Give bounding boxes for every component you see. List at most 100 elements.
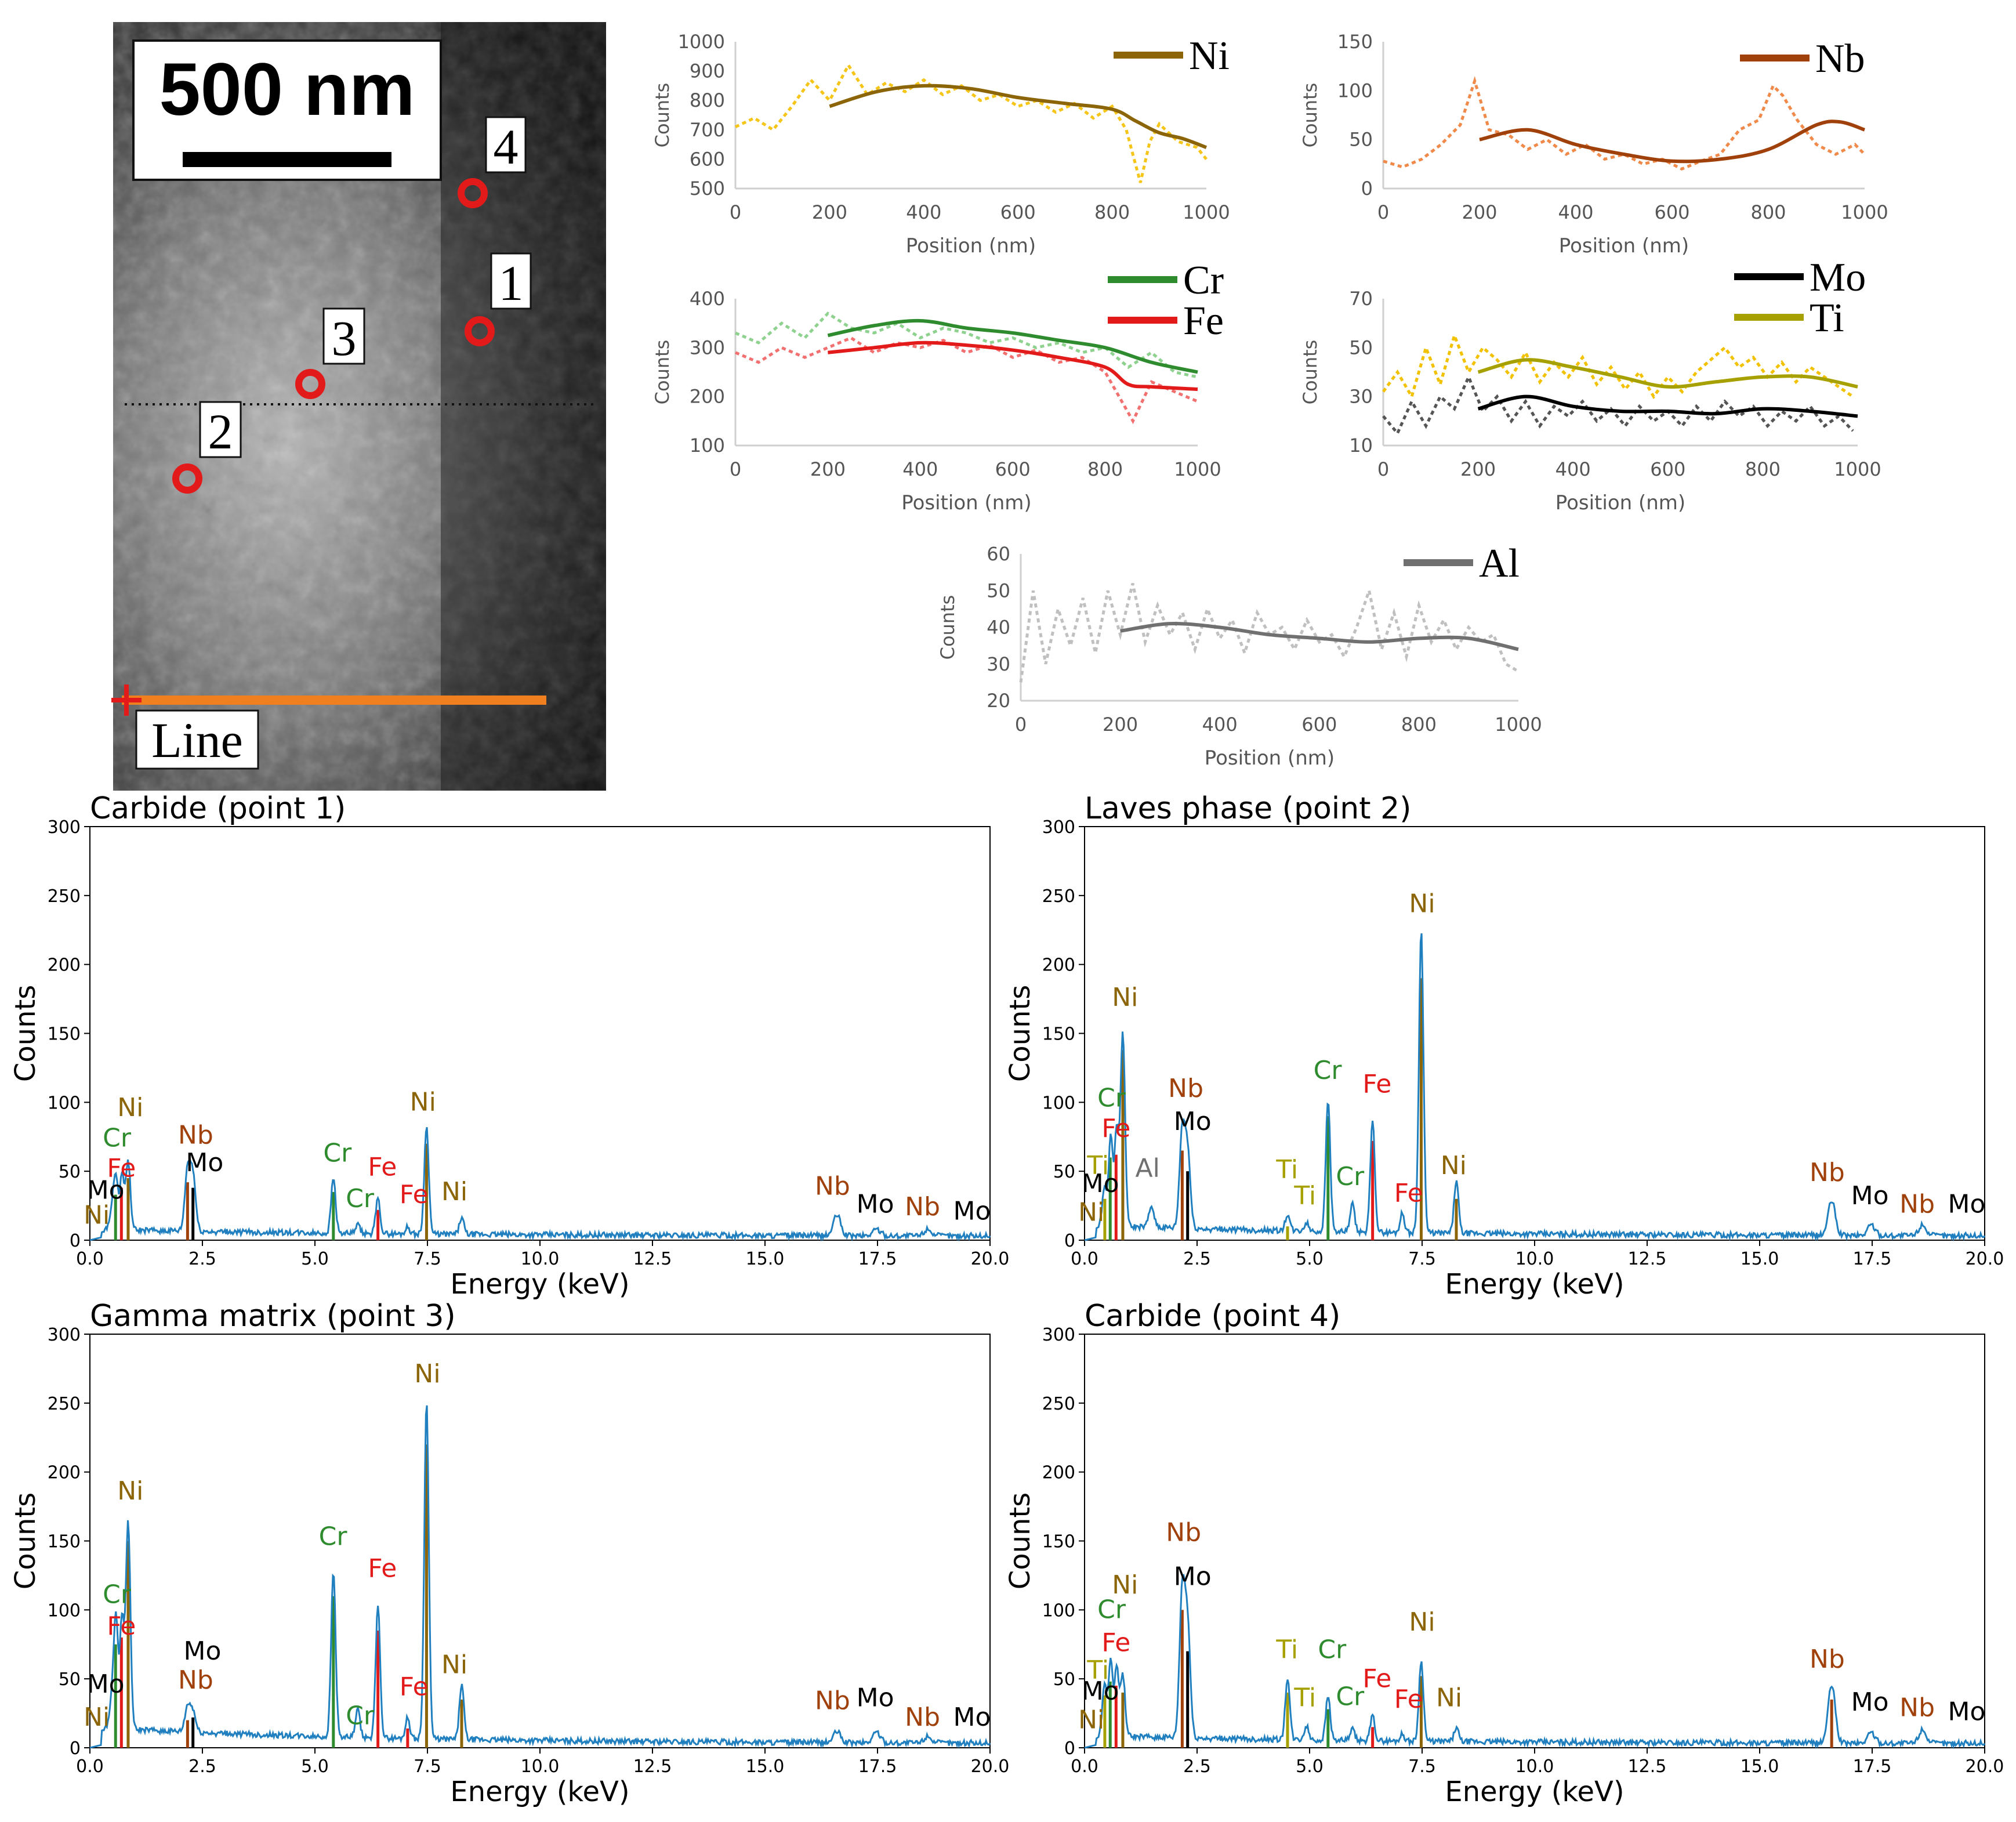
peak-label-mo: Mo [186, 1148, 223, 1178]
y-tick-label: 50 [1053, 1162, 1075, 1182]
nb-line-profile-chart: 0 50 100 150 0 200 400 600 800 1000 Position (nm) C… [1299, 31, 1888, 258]
y-tick-label: 50 [987, 579, 1010, 602]
x-tick-label: 7.5 [1408, 1756, 1436, 1777]
peak-label-ni: Ni [410, 1088, 436, 1117]
point-marker-4: 4 [458, 116, 527, 208]
x-tick-label: 10.0 [1515, 1756, 1554, 1777]
y-tick-label: 900 [690, 60, 725, 82]
peak-label-cr: Cr [1097, 1595, 1126, 1625]
x-axis-title: Position (nm) [1555, 491, 1685, 515]
peak-label-fe: Fe [1362, 1070, 1391, 1099]
y-tick-label: 200 [1042, 1463, 1075, 1483]
x-tick-label: 5.0 [1296, 1249, 1324, 1269]
peak-label-nb: Nb [1899, 1693, 1935, 1722]
y-axis-title: Counts [1299, 83, 1321, 148]
y-tick-label: 200 [48, 955, 81, 976]
y-tick-label: 50 [1349, 336, 1373, 358]
peak-label-ti: Ti [1086, 1151, 1109, 1180]
peak-label-cr: Cr [103, 1580, 132, 1609]
point-label-4: 4 [494, 119, 518, 175]
y-tick-label: 100 [1042, 1600, 1075, 1621]
peak-label-ni: Ni [441, 1177, 467, 1207]
x-tick-label: 7.5 [414, 1249, 441, 1269]
peak-label-ni: Ni [84, 1200, 110, 1230]
point-label-box-3 [322, 307, 365, 365]
peak-label-nb: Nb [1810, 1158, 1845, 1187]
y-tick-label: 20 [987, 690, 1010, 712]
y-tick-label: 100 [48, 1600, 81, 1621]
chart-title: Laves phase (point 2) [1085, 791, 1411, 826]
point-circle-1 [465, 316, 495, 346]
x-tick-label: 0 [1015, 713, 1027, 736]
peak-label-ni: Ni [117, 1476, 143, 1506]
peak-label-nb: Nb [1168, 1074, 1203, 1103]
line-label-box [135, 709, 259, 770]
chart-title: Gamma matrix (point 3) [90, 1299, 456, 1334]
point-circle-4 [458, 178, 488, 208]
y-tick-label: 50 [59, 1162, 81, 1182]
x-axis-title: Energy (keV) [450, 1776, 629, 1808]
peak-label-mo: Mo [87, 1669, 125, 1699]
x-tick-label: 0 [1377, 201, 1389, 223]
peak-label-nb: Nb [178, 1665, 213, 1695]
y-tick-label: 30 [1349, 386, 1373, 408]
y-tick-label: 300 [1042, 1325, 1075, 1345]
y-axis-title: Counts [651, 340, 673, 405]
spectrum-trace [1084, 1574, 1986, 1749]
peak-label-cr: Cr [103, 1123, 132, 1153]
point-label-box-2 [199, 401, 242, 458]
series-line-fe [828, 341, 1198, 392]
peak-label-mo: Mo [1082, 1169, 1119, 1198]
peak-label-nb: Nb [905, 1703, 940, 1732]
y-tick-label: 100 [48, 1093, 81, 1113]
series-line-al [1120, 622, 1519, 651]
x-tick-label: 200 [1103, 713, 1138, 736]
peak-label-mo: Mo [184, 1636, 222, 1666]
peak-label-fe: Fe [1101, 1114, 1130, 1143]
peak-label-fe: Fe [1394, 1685, 1423, 1714]
legend-label-ni: Ni [1189, 34, 1230, 78]
line-label: Line [151, 712, 243, 768]
x-tick-label: 800 [1745, 458, 1781, 480]
point-marker-3: 3 [295, 307, 365, 399]
peak-label-nb: Nb [905, 1192, 940, 1222]
peak-label-cr: Cr [1336, 1682, 1365, 1711]
peak-label-fe: Fe [1362, 1664, 1391, 1693]
y-tick-label: 200 [690, 386, 725, 408]
x-tick-label: 600 [995, 458, 1031, 480]
x-tick-label: 0.0 [76, 1756, 104, 1777]
y-tick-label: 0 [70, 1231, 81, 1251]
peak-label-fe: Fe [368, 1553, 397, 1583]
raw-data-line [734, 62, 1208, 183]
point-label-box-1 [490, 252, 532, 310]
peak-label-nb: Nb [1899, 1189, 1935, 1219]
x-tick-label: 5.0 [1296, 1756, 1324, 1777]
y-tick-label: 250 [1042, 1394, 1075, 1414]
y-tick-label: 250 [1042, 886, 1075, 907]
y-tick-label: 10 [1349, 434, 1373, 457]
y-tick-label: 300 [1042, 817, 1075, 838]
x-tick-label: 12.5 [633, 1756, 672, 1777]
peak-label-cr: Cr [1318, 1635, 1347, 1665]
x-tick-label: 400 [1202, 713, 1238, 736]
x-tick-label: 400 [902, 458, 938, 480]
peak-label-ni: Ni [1436, 1683, 1462, 1713]
x-tick-label: 0 [730, 201, 741, 223]
y-tick-label: 0 [70, 1738, 81, 1759]
x-axis-title: Position (nm) [901, 491, 1031, 515]
y-tick-label: 150 [48, 1024, 81, 1045]
y-tick-label: 600 [690, 148, 725, 170]
x-tick-label: 0.0 [1071, 1249, 1098, 1269]
scale-bar-label: 500 nm [159, 48, 415, 131]
peak-label-mo: Mo [1174, 1562, 1212, 1592]
x-tick-label: 0 [730, 458, 741, 480]
series-line-cr [827, 318, 1198, 374]
point-marker-1: 1 [465, 252, 532, 346]
peak-label-mo: Mo [1948, 1189, 1986, 1219]
x-tick-label: 800 [1087, 458, 1123, 480]
legend-label-cr: Cr [1183, 258, 1224, 303]
peak-label-mo: Mo [1851, 1181, 1889, 1211]
y-tick-label: 50 [59, 1669, 81, 1690]
chart-title: Carbide (point 1) [90, 791, 346, 826]
